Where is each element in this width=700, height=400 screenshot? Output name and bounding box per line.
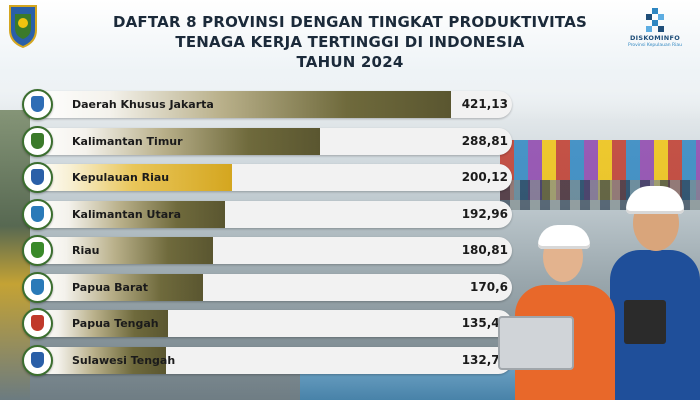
- data-label: 200,12: [461, 170, 508, 184]
- province-emblem-icon: [22, 308, 53, 339]
- province-emblem-icon: [22, 271, 53, 303]
- province-emblem-icon: [22, 344, 53, 376]
- province-emblem-icon: [22, 162, 53, 193]
- bar-row: Daerah Khusus Jakarta 421,13: [22, 89, 512, 120]
- diskominfo-logo-icon: [643, 8, 667, 32]
- bar-row: Riau 180,81: [22, 235, 512, 266]
- bar-row: Kalimantan Utara 192,96: [22, 198, 512, 230]
- province-emblem-shield: [31, 132, 44, 149]
- hard-hat-icon: [626, 186, 684, 214]
- title-line-1: DAFTAR 8 PROVINSI DENGAN TINGKAT PRODUKT…: [112, 13, 588, 31]
- province-emblem-icon: [22, 198, 53, 230]
- bar-row: Papua Tengah 135,46: [22, 308, 512, 339]
- bar: [34, 127, 320, 155]
- bar: [34, 310, 168, 337]
- province-emblem-shield: [31, 205, 44, 222]
- data-label: 192,96: [461, 206, 508, 221]
- bar: [34, 237, 213, 264]
- province-emblem-shield: [31, 351, 44, 368]
- bar-row: Papua Barat 170,6: [22, 271, 512, 303]
- laptop-icon: [498, 316, 574, 370]
- category-label: Papua Barat: [72, 280, 149, 294]
- category-label: Kalimantan Utara: [72, 207, 182, 221]
- kepri-province-emblem-icon: [6, 4, 40, 49]
- bar-row: Kepulauan Riau 200,12: [22, 162, 512, 193]
- data-label: 132,79: [461, 352, 508, 367]
- category-label: Sulawesi Tengah: [72, 353, 176, 367]
- bar-row: Sulawesi Tengah 132,79: [22, 344, 512, 376]
- province-emblem-shield: [31, 278, 44, 295]
- bar: [34, 200, 225, 228]
- hard-hat-icon: [538, 225, 590, 249]
- data-label: 180,81: [461, 243, 508, 257]
- bar: [34, 346, 166, 374]
- province-emblem-icon: [22, 125, 53, 157]
- title-line-3: TAHUN 2024: [296, 53, 404, 71]
- chart-title: DAFTAR 8 PROVINSI DENGAN TINGKAT PRODUKT…: [70, 12, 630, 72]
- category-label: Riau: [72, 244, 100, 257]
- tablet-icon: [624, 300, 666, 344]
- data-label: 135,46: [461, 316, 508, 330]
- bar: [34, 273, 203, 301]
- title-line-2: TENAGA KERJA TERTINGGI DI INDONESIA: [175, 33, 525, 51]
- diskominfo-brand-text: DISKOMINFO: [629, 34, 681, 42]
- category-label: Kalimantan Timur: [72, 134, 183, 148]
- province-emblem-shield: [31, 169, 44, 185]
- category-label: Daerah Khusus Jakarta: [72, 98, 214, 111]
- province-emblem-icon: [22, 235, 53, 266]
- bar-row: Kalimantan Timur 288,81: [22, 125, 512, 157]
- diskominfo-subtitle: Provinsi Kepulauan Riau: [627, 43, 683, 48]
- category-label: Papua Tengah: [72, 317, 159, 330]
- bar: [34, 164, 232, 191]
- province-emblem-shield: [31, 96, 44, 112]
- data-label: 170,6: [470, 279, 508, 294]
- province-emblem-shield: [31, 315, 44, 331]
- province-emblem-shield: [31, 242, 44, 258]
- data-label: 288,81: [461, 133, 508, 148]
- province-emblem-icon: [22, 89, 53, 120]
- category-label: Kepulauan Riau: [72, 171, 170, 184]
- bar: [34, 91, 451, 118]
- diskominfo-logo: DISKOMINFO Provinsi Kepulauan Riau: [620, 8, 690, 52]
- data-label: 421,13: [461, 97, 508, 111]
